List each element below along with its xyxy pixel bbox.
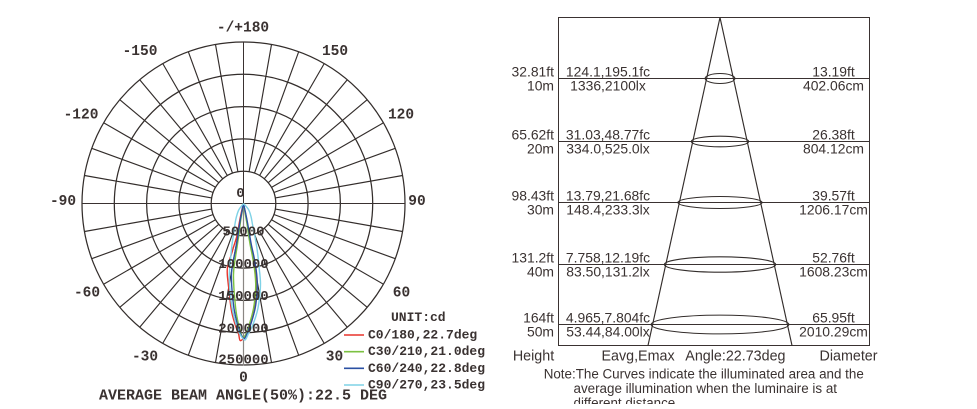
svg-text:148.4,233.3lx: 148.4,233.3lx <box>566 201 649 217</box>
svg-text:31.03,48.77fc: 31.03,48.77fc <box>566 126 650 142</box>
svg-text:32.81ft: 32.81ft <box>512 63 555 79</box>
svg-text:98.43ft: 98.43ft <box>512 187 555 203</box>
svg-text:Eavg,Emax: Eavg,Emax <box>602 349 675 365</box>
svg-text:13.79,21.68fc: 13.79,21.68fc <box>566 187 650 203</box>
svg-text:52.76ft: 52.76ft <box>812 249 855 265</box>
svg-text:1336,2100lx: 1336,2100lx <box>570 77 646 93</box>
svg-text:C0/180,22.7deg: C0/180,22.7deg <box>368 328 477 343</box>
svg-text:50m: 50m <box>527 323 554 339</box>
svg-text:Diameter: Diameter <box>820 349 878 365</box>
svg-text:Angle:22.73deg: Angle:22.73deg <box>685 349 785 365</box>
svg-text:Height: Height <box>513 349 554 365</box>
svg-text:50000: 50000 <box>222 224 264 240</box>
svg-text:0: 0 <box>236 186 244 202</box>
svg-text:different distance.: different distance. <box>574 396 679 405</box>
svg-text:1608.23cm: 1608.23cm <box>799 263 868 279</box>
svg-text:10m: 10m <box>527 77 554 93</box>
svg-text:200000: 200000 <box>218 321 268 337</box>
svg-text:UNIT:cd: UNIT:cd <box>391 310 446 325</box>
svg-text:30: 30 <box>326 350 343 366</box>
svg-text:AVERAGE BEAM ANGLE(50%):22.5 D: AVERAGE BEAM ANGLE(50%):22.5 DEG <box>99 388 387 405</box>
svg-text:C30/210,21.0deg: C30/210,21.0deg <box>368 344 485 359</box>
svg-text:1206.17cm: 1206.17cm <box>799 201 868 217</box>
svg-text:124.1,195.1fc: 124.1,195.1fc <box>566 63 650 79</box>
svg-text:0: 0 <box>239 371 248 387</box>
svg-text:C90/270,23.5deg: C90/270,23.5deg <box>368 378 485 393</box>
svg-text:131.2ft: 131.2ft <box>512 249 555 265</box>
svg-text:20m: 20m <box>527 140 554 156</box>
svg-text:60: 60 <box>393 286 410 302</box>
svg-text:13.19ft: 13.19ft <box>812 63 855 79</box>
svg-text:-90: -90 <box>50 194 76 210</box>
svg-text:-60: -60 <box>74 286 100 302</box>
svg-text:-150: -150 <box>123 44 158 60</box>
svg-text:83.50,131.2lx: 83.50,131.2lx <box>566 263 649 279</box>
svg-text:7.758,12.19fc: 7.758,12.19fc <box>566 249 650 265</box>
svg-text:402.06cm: 402.06cm <box>803 77 864 93</box>
svg-text:53.44,84.00lx: 53.44,84.00lx <box>566 323 649 339</box>
svg-text:90: 90 <box>408 194 425 210</box>
svg-text:Note:The Curves indicate the i: Note:The Curves indicate the illuminated… <box>544 367 864 382</box>
svg-text:150: 150 <box>322 44 348 60</box>
svg-text:120: 120 <box>388 108 414 124</box>
svg-text:-120: -120 <box>64 108 99 124</box>
svg-text:150000: 150000 <box>218 289 268 305</box>
svg-text:C60/240,22.8deg: C60/240,22.8deg <box>368 361 485 376</box>
svg-text:100000: 100000 <box>218 257 268 273</box>
svg-text:average illumination when the: average illumination when the luminaire … <box>574 381 838 396</box>
svg-text:26.38ft: 26.38ft <box>812 126 855 142</box>
svg-text:65.95ft: 65.95ft <box>812 309 855 325</box>
svg-text:-/+180: -/+180 <box>217 21 269 37</box>
svg-text:2010.29cm: 2010.29cm <box>799 323 868 339</box>
svg-text:30m: 30m <box>527 201 554 217</box>
svg-text:164ft: 164ft <box>523 309 554 325</box>
svg-text:250000: 250000 <box>218 353 268 369</box>
svg-text:39.57ft: 39.57ft <box>812 187 855 203</box>
svg-text:65.62ft: 65.62ft <box>512 126 555 142</box>
svg-text:40m: 40m <box>527 263 554 279</box>
svg-text:-30: -30 <box>132 350 158 366</box>
svg-text:334.0,525.0lx: 334.0,525.0lx <box>566 140 649 156</box>
svg-text:804.12cm: 804.12cm <box>803 140 864 156</box>
svg-text:4.965,7.804fc: 4.965,7.804fc <box>566 309 650 325</box>
